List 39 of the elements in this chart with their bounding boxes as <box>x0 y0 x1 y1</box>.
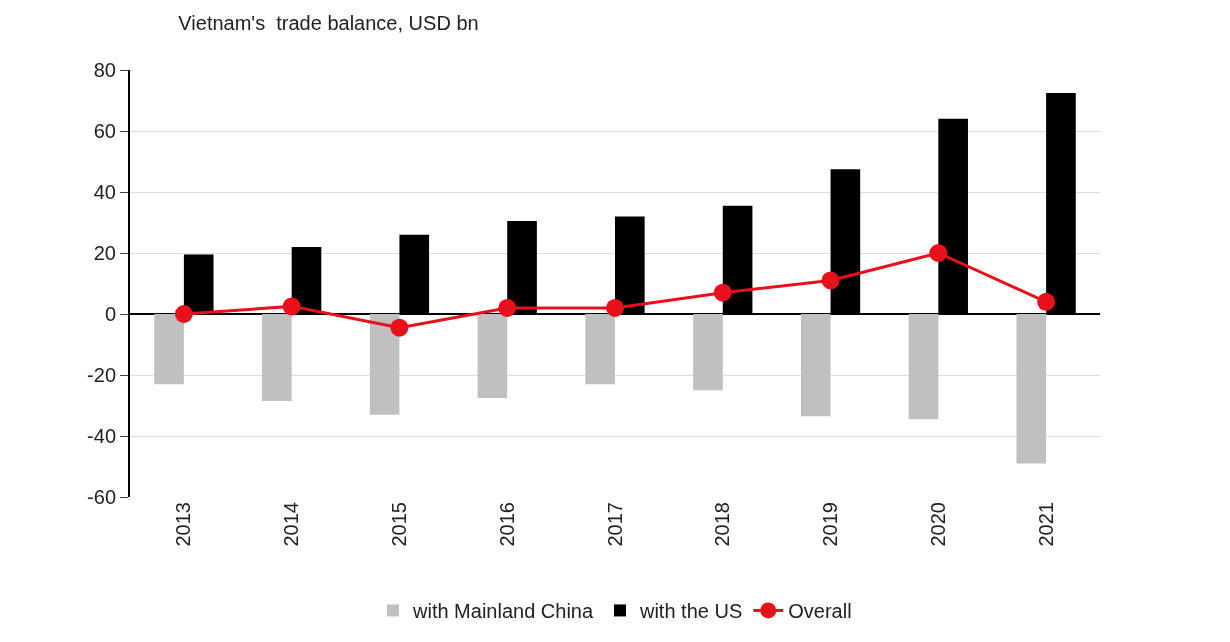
x-tick-label: 2017 <box>603 502 626 547</box>
bar <box>800 314 831 417</box>
bar <box>1016 314 1047 464</box>
legend-label: with Mainland China <box>412 600 594 623</box>
point <box>282 297 301 316</box>
y-tick-label: 20 <box>93 242 116 264</box>
y-tick-label: 80 <box>93 59 116 81</box>
bar <box>908 314 939 420</box>
bar <box>477 314 508 398</box>
y-tick-label: 0 <box>104 303 116 325</box>
x-tick-label: 2020 <box>926 502 949 547</box>
point <box>390 318 409 337</box>
point <box>606 298 624 317</box>
legend-label: Overall <box>788 600 852 623</box>
y-tick-label: 60 <box>93 120 116 142</box>
chart-title: Vietnam's trade balance, USD bn <box>178 12 479 35</box>
x-tick-label: 2021 <box>1034 502 1057 547</box>
x-tick-label: 2016 <box>495 502 518 547</box>
point <box>1037 292 1056 311</box>
x-tick-label: 2018 <box>711 502 734 547</box>
x-tick-label: 2015 <box>387 502 410 547</box>
y-tick-label: 40 <box>93 181 116 203</box>
point <box>174 305 193 323</box>
point <box>498 298 517 317</box>
bar <box>369 314 400 415</box>
bar <box>585 314 615 385</box>
bar <box>154 314 184 385</box>
bar <box>693 314 723 391</box>
y-tick-label: -20 <box>87 364 116 386</box>
point <box>929 244 948 262</box>
bar <box>262 314 292 401</box>
x-tick-label: 2019 <box>819 502 842 547</box>
point <box>713 283 732 302</box>
x-tick-label: 2013 <box>172 502 195 547</box>
x-tick-label: 2014 <box>280 502 303 547</box>
legend-label: with the US <box>638 600 743 623</box>
y-tick-label: -60 <box>87 486 116 508</box>
y-tick-label: -40 <box>87 425 116 447</box>
point <box>821 271 840 290</box>
